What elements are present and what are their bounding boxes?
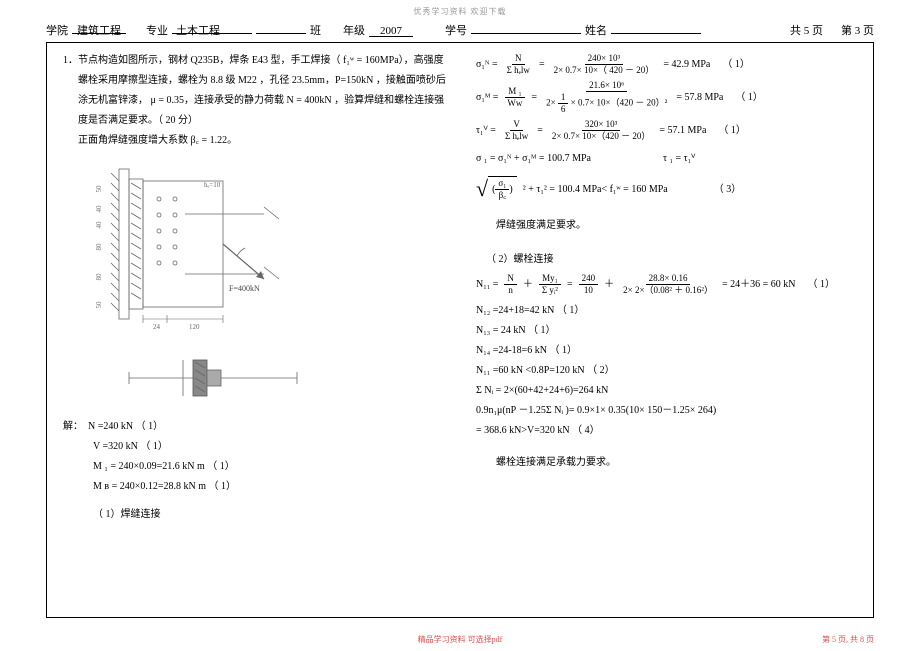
watermark-top: 优秀学习资料 欢迎下载 — [0, 6, 920, 17]
s1: N =240 kN （ 1） — [88, 421, 163, 432]
eq-N11: N₁₁ = Nn ＋ My₁Σ yᵢ² = 24010 ＋ 28.8× 0.16… — [476, 274, 863, 295]
lbl-class: 班 — [310, 22, 321, 38]
content-frame: 1．节点构造如图所示，钢材 Q235B，焊条 E43 型，手工焊接（ f₁ʷ =… — [46, 42, 874, 618]
page-cur: 第 3 页 — [841, 22, 874, 38]
q1-l1: 1．节点构造如图所示，钢材 Q235B，焊条 E43 型，手工焊接（ f₁ʷ =… — [63, 51, 450, 71]
val-grade: 2007 — [369, 25, 413, 37]
blank-name — [611, 22, 701, 34]
lbl-id: 学号 — [445, 22, 467, 38]
svg-text:40: 40 — [95, 221, 103, 229]
s3: M ₁ = 240×0.09=21.6 kN m （ 1） — [63, 457, 450, 477]
eq-N11chk: N₁₁ =60 kN <0.8P=120 kN （ 2） — [476, 361, 863, 381]
lbl-grade: 年级 — [343, 22, 365, 38]
svg-text:80: 80 — [95, 243, 103, 251]
dim-24: 24 — [153, 323, 161, 331]
diagram-section — [123, 348, 450, 411]
s2: V =320 kN （ 1） — [63, 437, 450, 457]
diagram-elevation: 50 40 40 80 80 50 24 120 — [89, 159, 450, 342]
h-bolt: （ 2）螺栓连接 — [476, 250, 863, 270]
header-row: 学院 建筑工程 专业 土木工程 班 年级 2007 学号 姓名 共 5 页 第 … — [46, 22, 874, 38]
val-college: 建筑工程 — [72, 22, 126, 34]
svg-text:50: 50 — [95, 185, 103, 193]
page-total: 共 5 页 — [790, 22, 823, 38]
blank-class — [256, 22, 306, 34]
eq-N14: N₁₄ =24-18=6 kN （ 1） — [476, 341, 863, 361]
eq-sigN: σ₁ᴺ = NΣ hₑlw = 240× 10³2× 0.7× 10×（ 420… — [476, 54, 863, 75]
val-major: 土木工程 — [172, 22, 252, 34]
q1-l3: 涂无机富锌漆， μ = 0.35，连接承受的静力荷载 N = 400kN ，验算… — [63, 91, 450, 111]
eq-N13: N₁₃ = 24 kN （ 1） — [476, 321, 863, 341]
weld-ok: 焊缝强度满足要求。 — [476, 216, 863, 236]
q1-l4: 度是否满足要求。（ 20 分） — [63, 111, 450, 131]
q1-l2: 螺栓采用摩擦型连接，螺栓为 8.8 级 M22 ，孔径 23.5mm，P=150… — [63, 71, 450, 91]
eq-sqrt: √ (σ₁β꜀) ² + τ₁² = 100.4 MPa< f₁ʷ = 160 … — [476, 176, 863, 202]
eq-sigM: σ₁ᴹ = M ₁Ww = 21.6× 10⁶ 2× 16 × 0.7× 10×… — [476, 81, 863, 114]
lbl-major: 专业 — [146, 22, 168, 38]
blank-id — [471, 22, 581, 34]
s4: M в = 240×0.12=28.8 kN m （ 1） — [63, 477, 450, 497]
watermark-bottom-center: 精品学习资料 可选择pdf — [0, 634, 920, 645]
dim-120: 120 — [189, 323, 200, 331]
right-column: σ₁ᴺ = NΣ hₑlw = 240× 10³2× 0.7× 10×（ 420… — [460, 43, 873, 617]
svg-text:80: 80 — [95, 273, 103, 281]
eq-tauV: τ₁ⱽ = VΣ hₑlw = 320× 10³2× 0.7× 10×（420 … — [476, 120, 863, 141]
eq-sigsum: σ ₁ = σ₁ᴺ + σ₁ᴹ = 100.7 MPa τ ₁ = τ₁ⱽ — [476, 153, 863, 164]
svg-text:50: 50 — [95, 301, 103, 309]
watermark-bottom-right: 第 5 页, 共 8 页 — [822, 634, 874, 645]
left-column: 1．节点构造如图所示，钢材 Q235B，焊条 E43 型，手工焊接（ f₁ʷ =… — [47, 43, 460, 617]
force-label: F=400kN — [229, 284, 260, 293]
s5: （ 1）焊缝连接 — [63, 505, 450, 525]
q1-l5: 正面角焊缝强度增大系数 β꜀ = 1.22。 — [63, 131, 450, 151]
lbl-college: 学院 — [46, 22, 68, 38]
lbl-name: 姓名 — [585, 22, 607, 38]
svg-text:hₑ=10: hₑ=10 — [204, 181, 221, 189]
svg-text:40: 40 — [95, 205, 103, 213]
eq-sumN: Σ Nᵢ = 2×(60+42+24+6)=264 kN — [476, 381, 863, 401]
bolt-ok: 螺栓连接满足承载力要求。 — [476, 453, 863, 473]
eq-N12: N₁₂ =24+18=42 kN （ 1） — [476, 301, 863, 321]
eq-cap1: 0.9n₁μ(nP －1.25Σ Nᵢ )= 0.9×1× 0.35(10× 1… — [476, 401, 863, 421]
eq-cap2: = 368.6 kN>V=320 kN （ 4） — [476, 421, 863, 441]
solve-lbl: 解： — [63, 421, 83, 432]
